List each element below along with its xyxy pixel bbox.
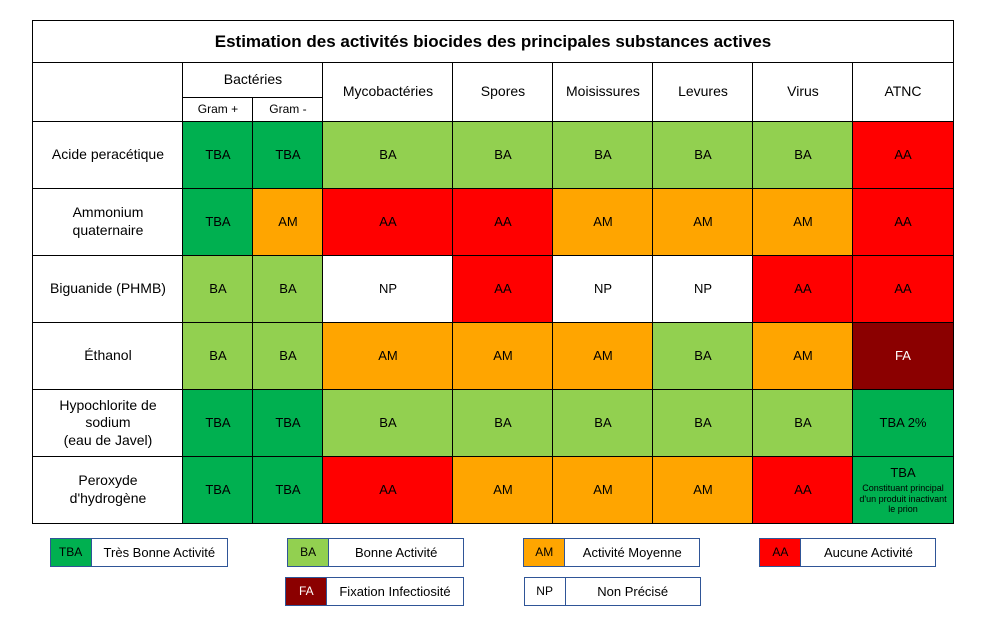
activity-cell: TBA: [183, 188, 253, 255]
col-header-bacteries: Bactéries: [183, 63, 323, 98]
table-row: Peroxyde d'hydrogèneTBATBAAAAMAMAMAATBAC…: [33, 456, 953, 523]
col-header-virus: Virus: [753, 63, 853, 122]
col-header-blank: [33, 63, 183, 122]
legend: TBATrès Bonne Activité BABonne Activité AM…: [20, 538, 966, 606]
activity-cell: BA: [753, 389, 853, 456]
activity-cell: AM: [323, 322, 453, 389]
legend-label: Bonne Activité: [329, 539, 463, 566]
col-sub-gram-minus: Gram -: [253, 97, 323, 121]
activity-cell: AM: [253, 188, 323, 255]
activity-cell: AA: [323, 188, 453, 255]
activity-cell: AM: [653, 188, 753, 255]
legend-item: TBATrès Bonne Activité: [50, 538, 229, 567]
activity-cell: TBA: [253, 456, 323, 523]
table-row: Hypochlorite de sodium(eau de Javel)TBAT…: [33, 389, 953, 456]
legend-label: Activité Moyenne: [565, 539, 699, 566]
row-header: Acide peracétique: [33, 121, 183, 188]
legend-swatch: AM: [524, 539, 565, 566]
col-header-spores: Spores: [453, 63, 553, 122]
legend-label: Non Précisé: [566, 578, 700, 605]
legend-label: Très Bonne Activité: [92, 539, 228, 566]
row-header: Biguanide (PHMB): [33, 255, 183, 322]
row-header: Peroxyde d'hydrogène: [33, 456, 183, 523]
activity-cell: BA: [553, 389, 653, 456]
activity-cell: AA: [853, 255, 953, 322]
row-header: Éthanol: [33, 322, 183, 389]
legend-swatch: TBA: [51, 539, 92, 566]
activity-cell: BA: [653, 389, 753, 456]
col-header-atnc: ATNC: [853, 63, 953, 122]
activity-cell: BA: [183, 322, 253, 389]
activity-cell: BA: [253, 255, 323, 322]
activity-cell: BA: [453, 389, 553, 456]
activity-cell: AM: [553, 188, 653, 255]
legend-swatch: FA: [286, 578, 327, 605]
legend-item: BABonne Activité: [287, 538, 464, 567]
activity-cell: AA: [453, 188, 553, 255]
legend-swatch: BA: [288, 539, 329, 566]
activity-cell: TBA: [183, 121, 253, 188]
table-row: Ammonium quaternaireTBAAMAAAAAMAMAMAA: [33, 188, 953, 255]
activity-cell: AA: [853, 188, 953, 255]
activity-cell: AM: [453, 456, 553, 523]
activity-cell: NP: [553, 255, 653, 322]
activity-cell: BA: [753, 121, 853, 188]
legend-swatch: NP: [525, 578, 566, 605]
col-header-moisissures: Moisissures: [553, 63, 653, 122]
activity-cell: TBA: [183, 456, 253, 523]
activity-cell: NP: [323, 255, 453, 322]
col-header-levures: Levures: [653, 63, 753, 122]
activity-cell: NP: [653, 255, 753, 322]
activity-cell: TBA: [253, 389, 323, 456]
row-header: Ammonium quaternaire: [33, 188, 183, 255]
activity-cell: BA: [653, 322, 753, 389]
col-sub-gram-plus: Gram +: [183, 97, 253, 121]
activity-cell: AM: [553, 322, 653, 389]
legend-item: AAAucune Activité: [759, 538, 936, 567]
activity-cell: BA: [183, 255, 253, 322]
activity-cell: AM: [653, 456, 753, 523]
legend-swatch: AA: [760, 539, 801, 566]
table-title: Estimation des activités biocides des pr…: [33, 21, 953, 63]
biocide-activity-table: Estimation des activités biocides des pr…: [32, 20, 953, 524]
activity-cell: AM: [753, 322, 853, 389]
activity-cell: AA: [753, 456, 853, 523]
activity-cell: BA: [253, 322, 323, 389]
activity-cell: AM: [753, 188, 853, 255]
activity-cell: TBA 2%: [853, 389, 953, 456]
activity-cell: AM: [453, 322, 553, 389]
legend-item: NPNon Précisé: [524, 577, 701, 606]
activity-cell: AM: [553, 456, 653, 523]
table-row: ÉthanolBABAAMAMAMBAAMFA: [33, 322, 953, 389]
activity-cell: BA: [453, 121, 553, 188]
legend-label: Fixation Infectiosité: [327, 578, 462, 605]
activity-cell: TBAConstituant principal d'un produit in…: [853, 456, 953, 523]
activity-cell: AA: [453, 255, 553, 322]
row-header: Hypochlorite de sodium(eau de Javel): [33, 389, 183, 456]
activity-cell: AA: [853, 121, 953, 188]
activity-cell: TBA: [183, 389, 253, 456]
activity-cell: FA: [853, 322, 953, 389]
activity-cell: BA: [653, 121, 753, 188]
activity-cell: BA: [323, 389, 453, 456]
legend-label: Aucune Activité: [801, 539, 935, 566]
table-row: Biguanide (PHMB)BABANPAANPNPAAAA: [33, 255, 953, 322]
activity-cell: BA: [323, 121, 453, 188]
activity-cell: BA: [553, 121, 653, 188]
activity-cell: AA: [753, 255, 853, 322]
table-row: Acide peracétiqueTBATBABABABABABAAA: [33, 121, 953, 188]
activity-cell: TBA: [253, 121, 323, 188]
legend-item: AMActivité Moyenne: [523, 538, 700, 567]
legend-item: FAFixation Infectiosité: [285, 577, 463, 606]
col-header-mycobacteries: Mycobactéries: [323, 63, 453, 122]
activity-cell: AA: [323, 456, 453, 523]
